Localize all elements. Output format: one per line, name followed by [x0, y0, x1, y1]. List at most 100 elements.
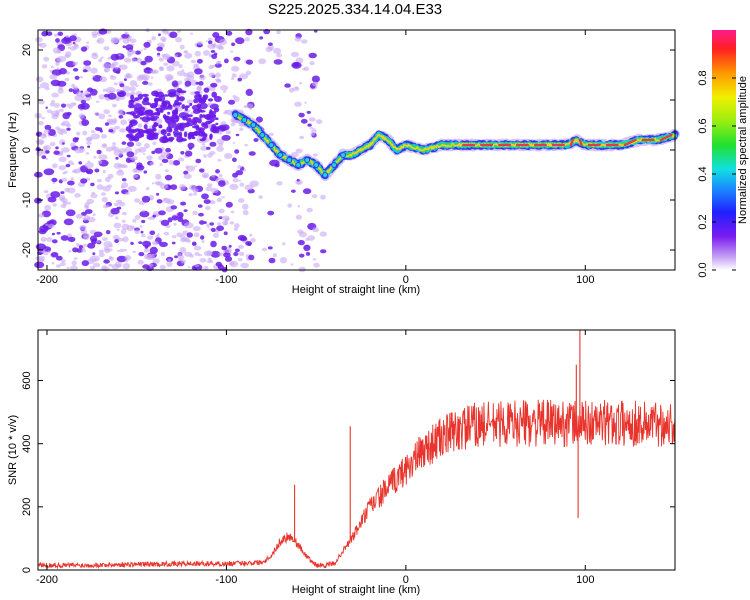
spectral-ridge-knot	[340, 152, 347, 158]
spectrogram-blob	[231, 73, 237, 78]
spectrogram-blob	[86, 141, 92, 145]
spectrogram-blob	[141, 93, 149, 97]
spectrogram-blob	[122, 262, 131, 270]
spectrogram-blob	[160, 129, 167, 136]
spectrogram-blob	[105, 146, 113, 152]
spectrogram-blob	[306, 207, 313, 213]
spectrogram-blob	[218, 173, 223, 178]
spectrogram-blob	[110, 207, 120, 215]
spectrogram-blob	[225, 201, 233, 208]
spectrogram-blob	[158, 33, 161, 37]
spectrogram-blob	[64, 170, 69, 174]
spectrogram-blob	[297, 239, 305, 246]
spectrogram-blob	[304, 101, 307, 104]
spectrogram-blob	[176, 70, 186, 77]
spectrogram-blob	[92, 213, 96, 217]
spectrogram-blob	[124, 256, 129, 260]
spectrogram-blob	[42, 251, 49, 256]
spectrogram-blob	[123, 57, 132, 63]
spectrogram-blob	[59, 139, 66, 146]
spectrogram-blob	[199, 114, 203, 119]
spectrogram-blob	[146, 135, 155, 140]
spectrogram-blob	[56, 56, 66, 63]
spectrogram-blob	[224, 58, 229, 64]
spectrogram-blob	[69, 35, 77, 42]
spectrogram-blob	[68, 88, 74, 93]
spectrogram-blob	[122, 45, 126, 48]
spectrogram-blob	[206, 146, 211, 150]
spectrogram-blob	[228, 244, 232, 248]
spectrogram-blob	[83, 215, 91, 220]
spectrogram-blob	[96, 149, 102, 155]
spectrogram-blob	[131, 135, 137, 141]
spectrogram-blob	[259, 36, 264, 40]
spectrogram-blob	[193, 98, 199, 104]
spectrogram-blob	[217, 79, 222, 83]
spectrogram-blob	[110, 53, 120, 61]
spectrogram-blob	[75, 137, 79, 140]
spectrogram-blob	[72, 61, 78, 66]
spectrogram-ridge	[230, 108, 680, 182]
spectrogram-blob	[145, 67, 151, 71]
spectrogram-blob	[184, 105, 188, 112]
spectrogram-blob	[132, 168, 138, 173]
spectrogram-blob	[117, 237, 124, 242]
spectrogram-blob	[280, 257, 287, 264]
spectrogram-blob	[194, 91, 201, 95]
spectrogram-blob	[122, 236, 129, 243]
spectral-ridge-knot	[313, 162, 320, 168]
spectrogram-blob	[50, 252, 59, 258]
spectrogram-blob	[75, 242, 79, 246]
spectrogram-blob	[309, 61, 315, 66]
spectrogram-blob	[94, 111, 100, 116]
spectral-ridge-knot	[331, 162, 338, 168]
spectrogram-blob	[144, 143, 150, 149]
spectrogram-blob	[217, 264, 224, 270]
spectrogram-blob	[88, 96, 93, 100]
spectrogram-blob	[84, 162, 94, 169]
spectrogram-blob	[51, 163, 58, 169]
spectrogram-blob	[85, 152, 90, 155]
spectral-ridge-knot	[250, 122, 257, 128]
spectrogram-blob	[168, 136, 175, 141]
x-tick-label: 0	[403, 574, 409, 586]
spectrogram-blob	[309, 126, 313, 130]
spectrogram-blob	[74, 75, 80, 80]
spectrogram-blob	[79, 76, 84, 79]
spectrogram-blob	[116, 170, 125, 176]
spectrogram-blob	[182, 116, 187, 121]
spectrogram-blob	[299, 82, 303, 85]
spectrogram-blob	[43, 56, 50, 62]
spectrogram-blob	[46, 237, 53, 242]
spectral-ridge-knot	[304, 157, 311, 163]
spectrogram-blob	[137, 93, 143, 100]
spectrogram-blob	[213, 107, 220, 113]
spectrogram-blob	[72, 169, 78, 174]
spectrogram-blob	[110, 37, 118, 44]
spectrogram-blob	[134, 107, 141, 113]
spectrogram-blob	[80, 46, 88, 52]
y-tick-label: 0	[21, 567, 33, 573]
spectrogram-blob	[218, 142, 224, 147]
spectrogram-blob	[187, 114, 193, 118]
spectrogram-blob	[200, 145, 209, 151]
spectrogram-blob	[66, 127, 71, 131]
spectrogram-blob	[239, 182, 245, 187]
spectrogram-blob	[126, 111, 133, 115]
spectrogram-blob	[70, 177, 75, 181]
spectrogram-blob	[132, 250, 136, 254]
colorbar-gradient	[712, 30, 736, 270]
spectrogram-blob	[291, 189, 296, 193]
spectrogram-blob	[64, 77, 70, 82]
spectrogram-blob	[243, 169, 246, 172]
spectral-ridge-knot	[277, 152, 284, 158]
spectrogram-blob	[194, 68, 203, 75]
spectrogram-blob	[276, 29, 281, 35]
spectrogram-blob	[98, 113, 106, 120]
spectrogram-blob	[154, 181, 161, 186]
spectrogram-blob	[103, 67, 111, 73]
spectrogram-blob	[55, 255, 63, 261]
spectrogram-blob	[197, 41, 203, 46]
spectrogram-blob	[90, 130, 95, 134]
spectrogram-blob	[295, 214, 303, 220]
